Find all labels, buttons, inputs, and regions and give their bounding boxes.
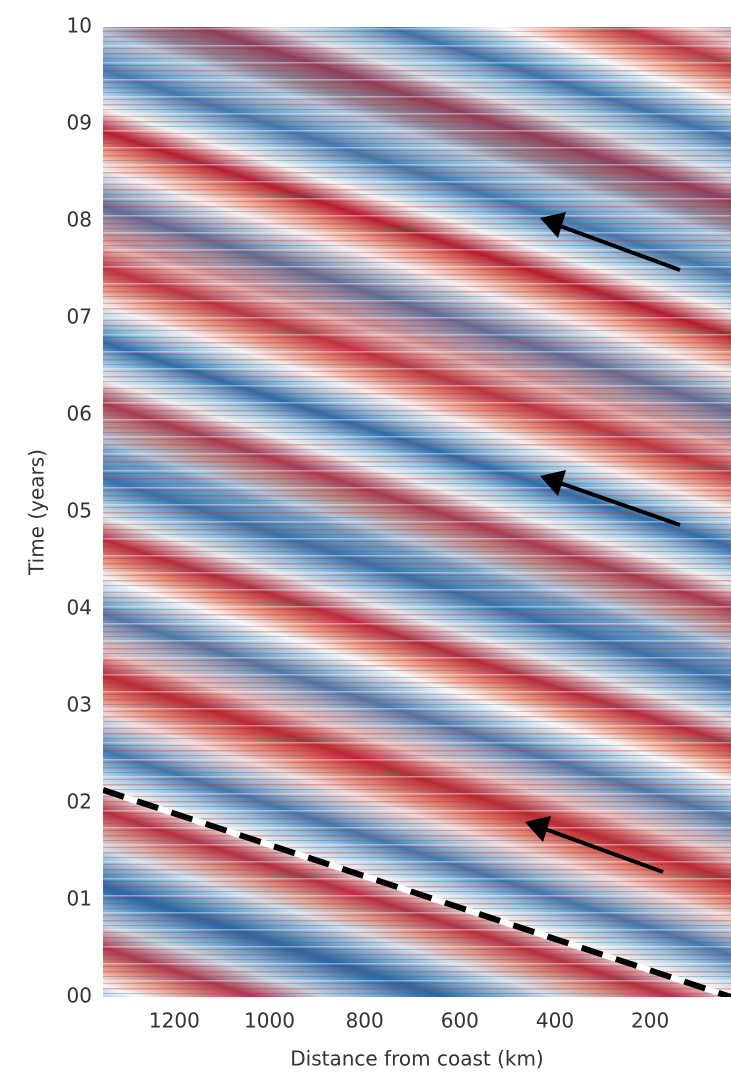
y-tick-label: 03: [67, 693, 92, 717]
y-tick-label: 10: [67, 14, 92, 38]
y-tick-label: 02: [67, 790, 92, 814]
y-tick-label: 04: [67, 596, 92, 620]
x-axis-title: Distance from coast (km): [290, 1047, 544, 1071]
y-tick-label: 07: [67, 305, 92, 329]
arrows: [525, 212, 681, 874]
y-axis-title: Time (years): [25, 449, 49, 576]
x-tick-label: 1200: [149, 1009, 200, 1033]
y-tick-label: 09: [67, 111, 92, 135]
heatmap-field: [103, 27, 731, 997]
x-tick-label: 800: [346, 1009, 384, 1033]
x-tick-label: 600: [441, 1009, 479, 1033]
x-tick-label: 1000: [244, 1009, 295, 1033]
x-tick-label: 400: [536, 1009, 574, 1033]
y-tick-label: 08: [67, 208, 92, 232]
y-tick-label: 00: [67, 984, 92, 1008]
x-tick-label: 200: [631, 1009, 669, 1033]
y-tick-label: 05: [67, 499, 92, 523]
y-tick-label: 01: [67, 887, 92, 911]
trend-line: [103, 787, 731, 997]
y-tick-label: 06: [67, 402, 92, 426]
